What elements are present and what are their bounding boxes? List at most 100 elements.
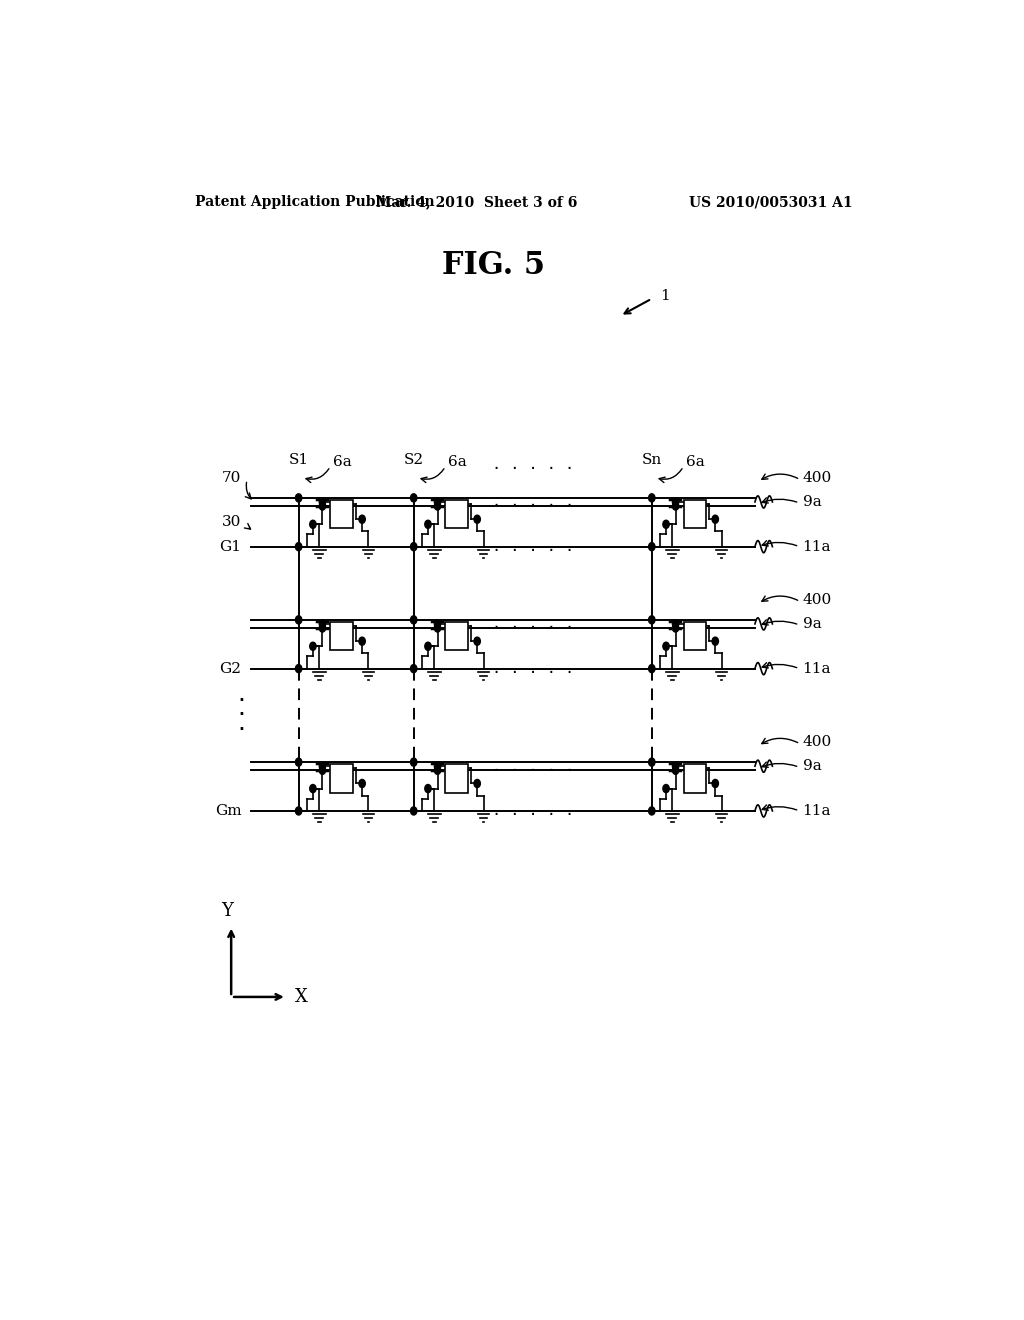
Circle shape	[319, 762, 326, 771]
Circle shape	[411, 615, 417, 624]
Text: Gm: Gm	[215, 804, 242, 818]
Text: . . . . .: . . . . .	[492, 495, 573, 510]
Text: 6a: 6a	[447, 455, 467, 470]
Text: S2: S2	[403, 453, 424, 467]
Circle shape	[411, 758, 417, 766]
Circle shape	[434, 502, 440, 510]
Text: 400: 400	[803, 470, 831, 484]
Circle shape	[663, 784, 670, 792]
Text: US 2010/0053031 A1: US 2010/0053031 A1	[689, 195, 853, 209]
Bar	[684, 500, 706, 528]
Circle shape	[296, 615, 302, 624]
Bar	[445, 500, 468, 528]
Circle shape	[296, 494, 302, 502]
Text: 9a: 9a	[803, 495, 821, 510]
Circle shape	[309, 643, 316, 651]
Text: Mar. 4, 2010  Sheet 3 of 6: Mar. 4, 2010 Sheet 3 of 6	[377, 195, 578, 209]
Text: 400: 400	[803, 593, 831, 606]
Text: 9a: 9a	[803, 616, 821, 631]
Circle shape	[673, 762, 679, 771]
Text: Patent Application Publication: Patent Application Publication	[196, 195, 435, 209]
Text: Sn: Sn	[642, 453, 662, 467]
Text: . . . . .: . . . . .	[492, 661, 573, 676]
Circle shape	[673, 624, 679, 632]
Circle shape	[673, 766, 679, 775]
Circle shape	[359, 638, 366, 645]
Circle shape	[663, 520, 670, 528]
Text: . . . . .: . . . . .	[492, 539, 573, 554]
Text: 6a: 6a	[686, 455, 705, 470]
Circle shape	[663, 643, 670, 651]
Circle shape	[411, 664, 417, 673]
Text: 30: 30	[222, 515, 242, 529]
Bar	[445, 764, 468, 792]
Circle shape	[434, 498, 440, 506]
Text: 9a: 9a	[803, 759, 821, 774]
Circle shape	[359, 779, 366, 788]
Text: . . . . .: . . . . .	[492, 457, 573, 471]
Circle shape	[474, 515, 480, 523]
Text: FIG. 5: FIG. 5	[441, 249, 545, 281]
Circle shape	[319, 502, 326, 510]
Bar	[684, 764, 706, 792]
Text: X: X	[295, 987, 307, 1006]
Circle shape	[648, 664, 655, 673]
Circle shape	[434, 766, 440, 775]
Bar	[445, 622, 468, 651]
Circle shape	[673, 502, 679, 510]
Bar	[331, 764, 352, 792]
Circle shape	[474, 779, 480, 788]
Text: 6a: 6a	[333, 455, 351, 470]
Text: . . . . .: . . . . .	[492, 759, 573, 774]
Circle shape	[296, 807, 302, 814]
Circle shape	[673, 498, 679, 506]
Text: Y: Y	[221, 902, 233, 920]
Text: 11a: 11a	[803, 540, 831, 553]
Bar	[331, 500, 352, 528]
Circle shape	[296, 543, 302, 550]
Circle shape	[425, 520, 431, 528]
Text: 1: 1	[659, 289, 670, 302]
Circle shape	[411, 543, 417, 550]
Text: 11a: 11a	[803, 804, 831, 818]
Circle shape	[309, 520, 316, 528]
Circle shape	[434, 620, 440, 628]
Bar	[331, 622, 352, 651]
Circle shape	[359, 515, 366, 523]
Circle shape	[319, 766, 326, 775]
Text: 70: 70	[222, 470, 242, 484]
Circle shape	[411, 494, 417, 502]
Circle shape	[411, 807, 417, 814]
Circle shape	[648, 543, 655, 550]
Circle shape	[474, 638, 480, 645]
Text: S1: S1	[289, 453, 308, 467]
Circle shape	[712, 638, 719, 645]
Circle shape	[319, 620, 326, 628]
Circle shape	[648, 807, 655, 814]
Text: . . . . .: . . . . .	[492, 616, 573, 631]
Circle shape	[319, 624, 326, 632]
Circle shape	[648, 615, 655, 624]
Circle shape	[425, 784, 431, 792]
Text: 11a: 11a	[803, 661, 831, 676]
Circle shape	[712, 515, 719, 523]
Circle shape	[648, 494, 655, 502]
Circle shape	[673, 620, 679, 628]
Circle shape	[296, 758, 302, 766]
Text: 400: 400	[803, 735, 831, 748]
Text: ·: ·	[238, 689, 246, 713]
Text: . . . . .: . . . . .	[492, 804, 573, 818]
Bar	[684, 622, 706, 651]
Circle shape	[425, 643, 431, 651]
Circle shape	[309, 784, 316, 792]
Circle shape	[712, 779, 719, 788]
Circle shape	[648, 758, 655, 766]
Circle shape	[434, 762, 440, 771]
Text: ·: ·	[238, 704, 246, 727]
Circle shape	[434, 624, 440, 632]
Circle shape	[296, 664, 302, 673]
Text: ·: ·	[238, 718, 246, 742]
Text: G1: G1	[219, 540, 242, 553]
Text: G2: G2	[219, 661, 242, 676]
Circle shape	[319, 498, 326, 506]
